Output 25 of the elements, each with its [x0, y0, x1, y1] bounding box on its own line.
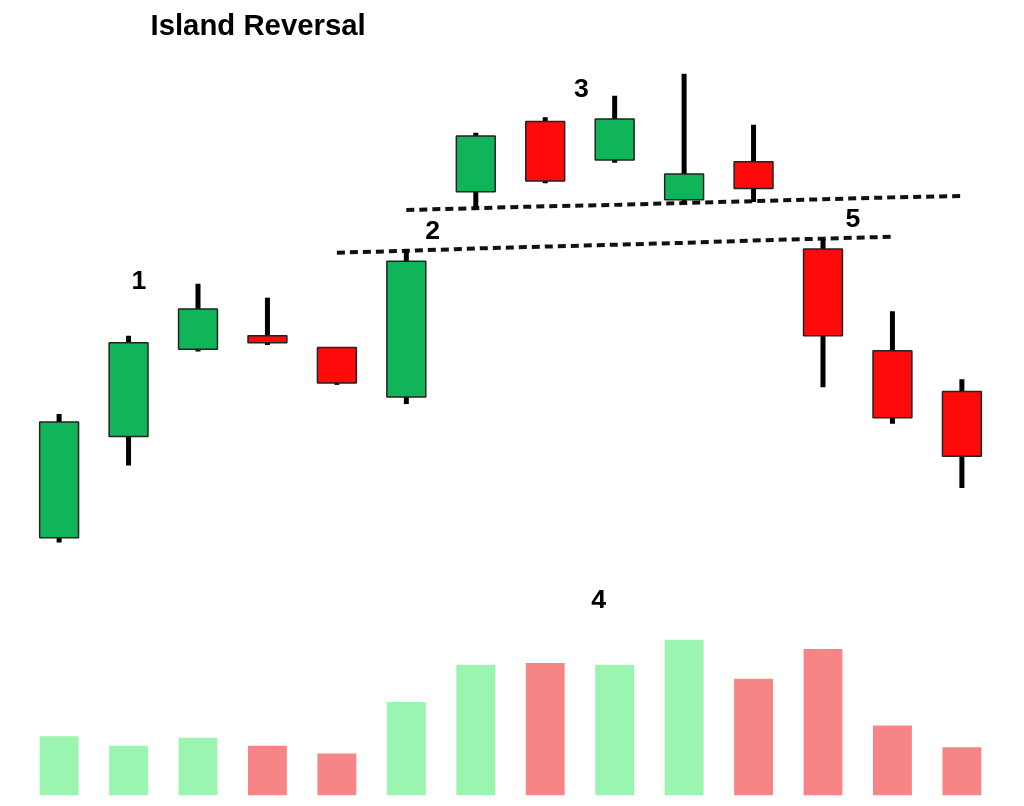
bar: [873, 725, 912, 796]
bar: [595, 664, 635, 796]
bar: [386, 702, 426, 796]
candlestick: [733, 124, 774, 203]
bar: [525, 663, 565, 796]
bar: [178, 737, 218, 796]
chart-title: Island Reversal: [150, 7, 366, 41]
bar: [109, 745, 148, 796]
candlestick: [941, 379, 983, 488]
bar: [248, 745, 287, 796]
candlestick: [802, 239, 844, 388]
annotation: 2: [425, 215, 441, 246]
annotation: 1: [131, 264, 147, 295]
bar: [734, 678, 773, 796]
candlestick: [872, 311, 913, 424]
annotation: 3: [573, 72, 589, 103]
bar: [317, 753, 357, 796]
bar: [456, 664, 496, 796]
bar: [942, 747, 982, 796]
bar: [803, 649, 843, 796]
bar: [664, 639, 704, 796]
text: 4: [591, 584, 607, 615]
bar: [39, 736, 79, 796]
candlestick: [663, 73, 705, 204]
annotation: 5: [845, 202, 861, 233]
